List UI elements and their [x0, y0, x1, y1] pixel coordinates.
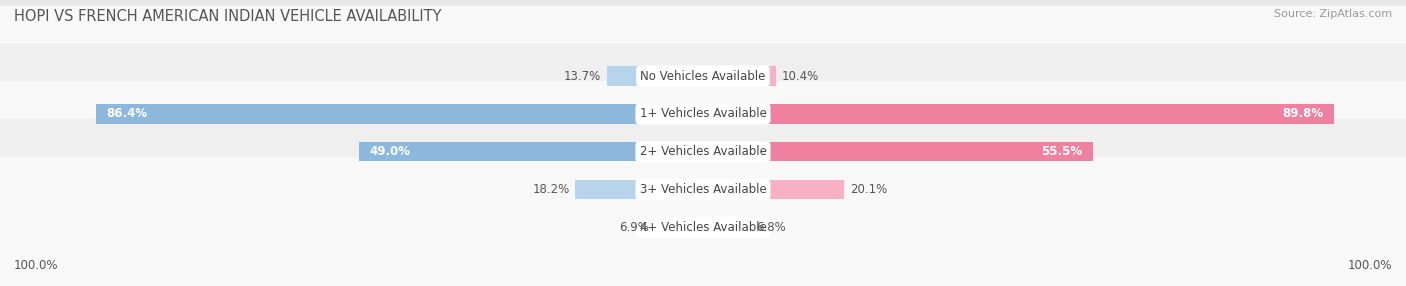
Bar: [703, 142, 1094, 161]
Text: 100.0%: 100.0%: [14, 259, 59, 273]
FancyBboxPatch shape: [0, 6, 1406, 146]
Bar: [607, 66, 703, 86]
Text: HOPI VS FRENCH AMERICAN INDIAN VEHICLE AVAILABILITY: HOPI VS FRENCH AMERICAN INDIAN VEHICLE A…: [14, 9, 441, 23]
Bar: [96, 104, 703, 124]
FancyBboxPatch shape: [0, 43, 1406, 184]
Text: 2+ Vehicles Available: 2+ Vehicles Available: [640, 145, 766, 158]
Text: 1+ Vehicles Available: 1+ Vehicles Available: [640, 107, 766, 120]
Bar: [703, 104, 1334, 124]
Bar: [575, 180, 703, 199]
Text: 86.4%: 86.4%: [105, 107, 148, 120]
FancyBboxPatch shape: [0, 81, 1406, 222]
Text: 55.5%: 55.5%: [1042, 145, 1083, 158]
Text: 100.0%: 100.0%: [1347, 259, 1392, 273]
Text: 89.8%: 89.8%: [1282, 107, 1324, 120]
Text: 13.7%: 13.7%: [564, 69, 602, 83]
Bar: [703, 180, 844, 199]
Text: 6.8%: 6.8%: [756, 221, 786, 234]
Text: 6.9%: 6.9%: [619, 221, 650, 234]
Text: 20.1%: 20.1%: [849, 183, 887, 196]
Text: 10.4%: 10.4%: [782, 69, 818, 83]
Bar: [703, 217, 751, 237]
Text: 4+ Vehicles Available: 4+ Vehicles Available: [640, 221, 766, 234]
Text: 49.0%: 49.0%: [368, 145, 411, 158]
Bar: [703, 66, 776, 86]
FancyBboxPatch shape: [0, 119, 1406, 260]
Bar: [654, 217, 703, 237]
Text: 3+ Vehicles Available: 3+ Vehicles Available: [640, 183, 766, 196]
Text: 18.2%: 18.2%: [533, 183, 569, 196]
Text: Source: ZipAtlas.com: Source: ZipAtlas.com: [1274, 9, 1392, 19]
FancyBboxPatch shape: [0, 157, 1406, 286]
Text: No Vehicles Available: No Vehicles Available: [640, 69, 766, 83]
Bar: [359, 142, 703, 161]
